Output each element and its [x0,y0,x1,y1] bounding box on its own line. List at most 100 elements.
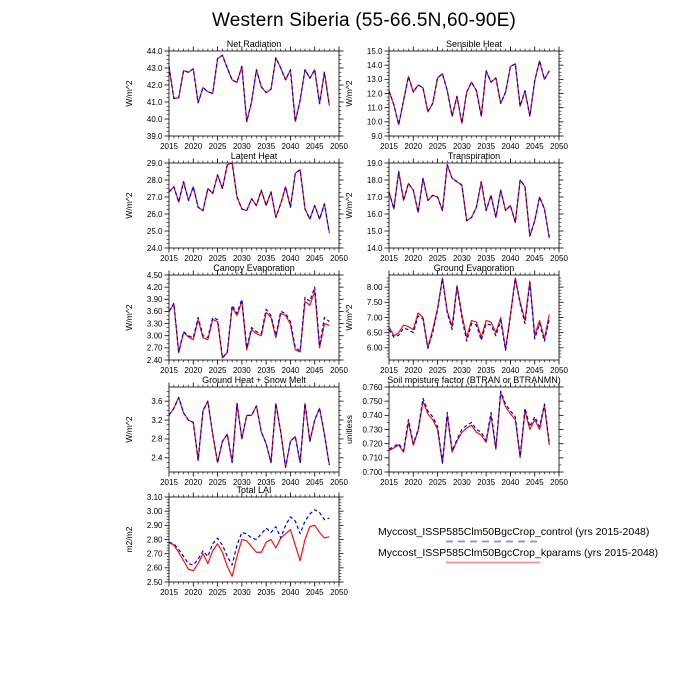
svg-text:2025: 2025 [429,478,447,487]
svg-text:2020: 2020 [404,366,422,375]
svg-text:2020: 2020 [184,254,202,263]
legend-label-kparams: Myccost_ISSP585Clm50BgcCrop_kparams (yrs… [378,547,659,559]
svg-text:10.0: 10.0 [367,118,383,127]
svg-text:2025: 2025 [209,254,227,263]
series-lines [168,286,330,359]
panel-title: Soil moisture factor (BTRAN or BTRANMN) [387,375,561,385]
svg-text:2045: 2045 [306,366,324,375]
y-axis-label: W/m^2 [124,192,134,218]
x-axis: 2015 2020 2025 2030 2035 2040 2045 2050 [160,588,348,597]
axes [384,270,564,365]
svg-text:2040: 2040 [282,142,300,151]
svg-text:2050: 2050 [330,478,348,487]
x-axis: 2015 2020 2025 2030 2035 2040 2045 2050 [160,478,348,487]
series-lines [168,162,330,233]
series-line-kparams [388,60,550,126]
svg-text:2035: 2035 [257,588,275,597]
svg-text:2050: 2050 [550,366,568,375]
svg-text:7.00: 7.00 [367,313,383,322]
svg-text:2035: 2035 [477,478,495,487]
y-axis: 39.0 40.0 41.0 42.0 43.0 44.0 [147,47,163,141]
y-axis: 9.0 10.0 11.0 12.0 13.0 14.0 15.0 [367,47,383,141]
svg-text:2030: 2030 [453,254,471,263]
svg-text:2015: 2015 [380,478,398,487]
svg-text:2040: 2040 [282,366,300,375]
svg-text:2.40: 2.40 [147,356,163,365]
y-axis-label: unitless [344,415,354,444]
svg-text:2045: 2045 [306,588,324,597]
svg-text:2015: 2015 [160,254,178,263]
svg-text:2030: 2030 [453,142,471,151]
svg-text:14.0: 14.0 [367,61,383,70]
y-axis-label: W/m^2 [124,80,134,106]
panel-net-radiation: 2015 2020 2025 2030 2035 2040 2045 2050 39.0 40.0… [124,39,348,151]
y-axis: 2.50 2.60 2.70 2.80 2.90 3.00 3.10 [147,493,163,587]
legend-entry-kparams: Myccost_ISSP585Clm50BgcCrop_kparams (yrs… [378,547,659,565]
svg-text:6.00: 6.00 [367,344,383,353]
svg-text:0.720: 0.720 [362,439,383,448]
svg-text:42.0: 42.0 [147,81,163,90]
svg-text:2.60: 2.60 [147,564,163,573]
svg-text:2025: 2025 [209,142,227,151]
svg-text:2045: 2045 [306,478,324,487]
svg-text:2015: 2015 [160,478,178,487]
svg-text:2015: 2015 [380,142,398,151]
series-lines [388,390,550,465]
svg-text:2020: 2020 [404,142,422,151]
svg-text:3.60: 3.60 [147,307,163,316]
panel-title: Sensible Heat [446,39,503,49]
series-line-control [168,396,330,468]
svg-text:2030: 2030 [233,366,251,375]
panel-ground-evaporation: 2015 2020 2025 2030 2035 2040 2045 2050 6.00 6.50… [344,263,568,375]
svg-text:2030: 2030 [453,478,471,487]
svg-text:2015: 2015 [380,366,398,375]
legend-solid-line-icon [446,561,540,564]
y-axis-label: W/m^2 [124,304,134,330]
series-line-control [168,54,330,123]
y-axis: 14.0 15.0 16.0 17.0 18.0 19.0 [367,159,383,253]
svg-text:43.0: 43.0 [147,64,163,73]
axes [164,382,344,477]
svg-text:2025: 2025 [209,588,227,597]
panel-title: Transpiration [448,151,500,161]
svg-text:44.0: 44.0 [147,47,163,56]
svg-text:27.0: 27.0 [147,193,163,202]
svg-text:2.8: 2.8 [151,435,163,444]
svg-text:2.70: 2.70 [147,549,163,558]
svg-text:2.80: 2.80 [147,535,163,544]
svg-text:2020: 2020 [184,366,202,375]
series-lines [168,396,330,468]
svg-text:2045: 2045 [526,142,544,151]
svg-text:17.0: 17.0 [367,193,383,202]
panel-sensible-heat: 2015 2020 2025 2030 2035 2040 2045 2050 9.0 10.0 1… [344,39,568,151]
legend-dashed-line-icon [446,540,540,543]
svg-text:2050: 2050 [550,254,568,263]
svg-text:2040: 2040 [282,478,300,487]
series-lines [388,164,550,238]
series-line-kparams [388,277,550,350]
svg-text:2045: 2045 [526,254,544,263]
legend-entry-control: Myccost_ISSP585Clm50BgcCrop_control (yrs… [378,526,650,544]
x-axis: 2015 2020 2025 2030 2035 2040 2045 2050 [380,478,568,487]
axes [164,158,344,253]
series-line-control [388,390,550,463]
svg-text:2045: 2045 [306,254,324,263]
svg-text:2030: 2030 [233,254,251,263]
series-line-kparams [168,524,330,577]
svg-text:2040: 2040 [502,254,520,263]
svg-text:3.90: 3.90 [147,295,163,304]
svg-text:2035: 2035 [477,254,495,263]
svg-text:4.20: 4.20 [147,283,163,292]
axes [384,158,564,253]
series-line-control [168,509,330,566]
y-axis: 2.4 2.8 3.2 3.6 [151,397,163,463]
svg-text:12.0: 12.0 [367,89,383,98]
panel-title: Ground Evaporation [434,263,515,273]
series-line-control [388,164,550,238]
legend-label-control: Myccost_ISSP585Clm50BgcCrop_control (yrs… [378,526,650,538]
svg-text:24.0: 24.0 [147,244,163,253]
svg-text:2015: 2015 [160,588,178,597]
svg-text:2040: 2040 [502,366,520,375]
svg-text:0.700: 0.700 [362,468,383,477]
svg-text:2045: 2045 [306,142,324,151]
